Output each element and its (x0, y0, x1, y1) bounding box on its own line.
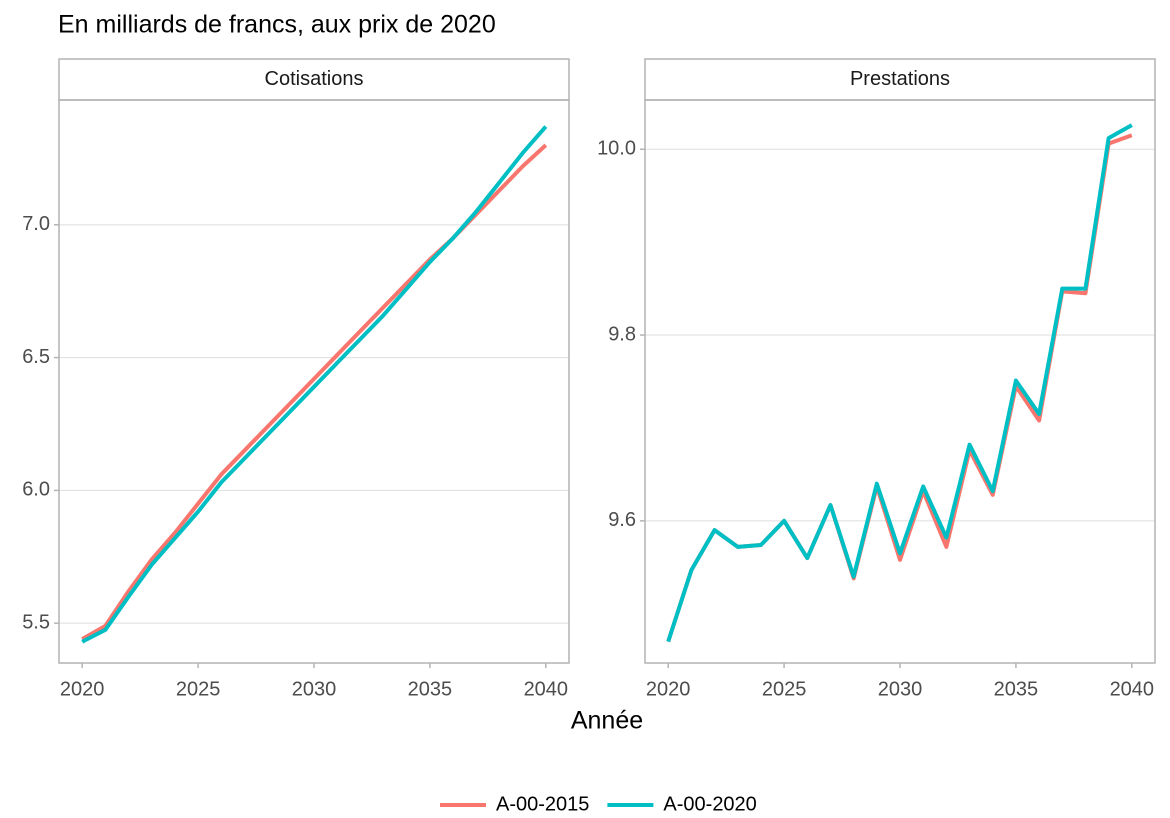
x-tick-label: 2025 (176, 678, 221, 700)
panel-border (644, 99, 1156, 664)
x-tick-label: 2030 (292, 678, 337, 700)
strip-label: Cotisations (265, 68, 364, 90)
strip (58, 58, 570, 101)
x-tick-label: 2035 (994, 678, 1039, 700)
y-tick-label: 9.8 (608, 323, 636, 345)
y-tick-label: 10.0 (597, 138, 636, 160)
strip-label: Prestations (850, 68, 950, 90)
y-tick-label: 7.0 (22, 213, 50, 235)
x-tick-label: 2040 (524, 678, 569, 700)
panel-border (58, 99, 570, 664)
x-tick-label: 2035 (408, 678, 453, 700)
legend-label: A-00-2020 (663, 793, 756, 815)
line (666, 123, 1133, 643)
y-tick-label: 6.0 (22, 479, 50, 501)
y-tick-label: 6.5 (22, 346, 50, 368)
y-tick-label: 9.6 (608, 509, 636, 531)
chart-title: En milliards de francs, aux prix de 2020 (58, 11, 496, 39)
legend-label: A-00-2015 (496, 793, 589, 815)
x-tick-label: 2020 (60, 678, 105, 700)
strip (644, 58, 1156, 101)
line (666, 133, 1133, 643)
x-tick-label: 2030 (878, 678, 923, 700)
x-tick-label: 2040 (1110, 678, 1155, 700)
x-tick-label: 2025 (762, 678, 807, 700)
x-axis-label: Année (571, 707, 643, 735)
x-tick-label: 2020 (646, 678, 691, 700)
line (81, 125, 548, 644)
y-tick-label: 5.5 (22, 611, 50, 633)
